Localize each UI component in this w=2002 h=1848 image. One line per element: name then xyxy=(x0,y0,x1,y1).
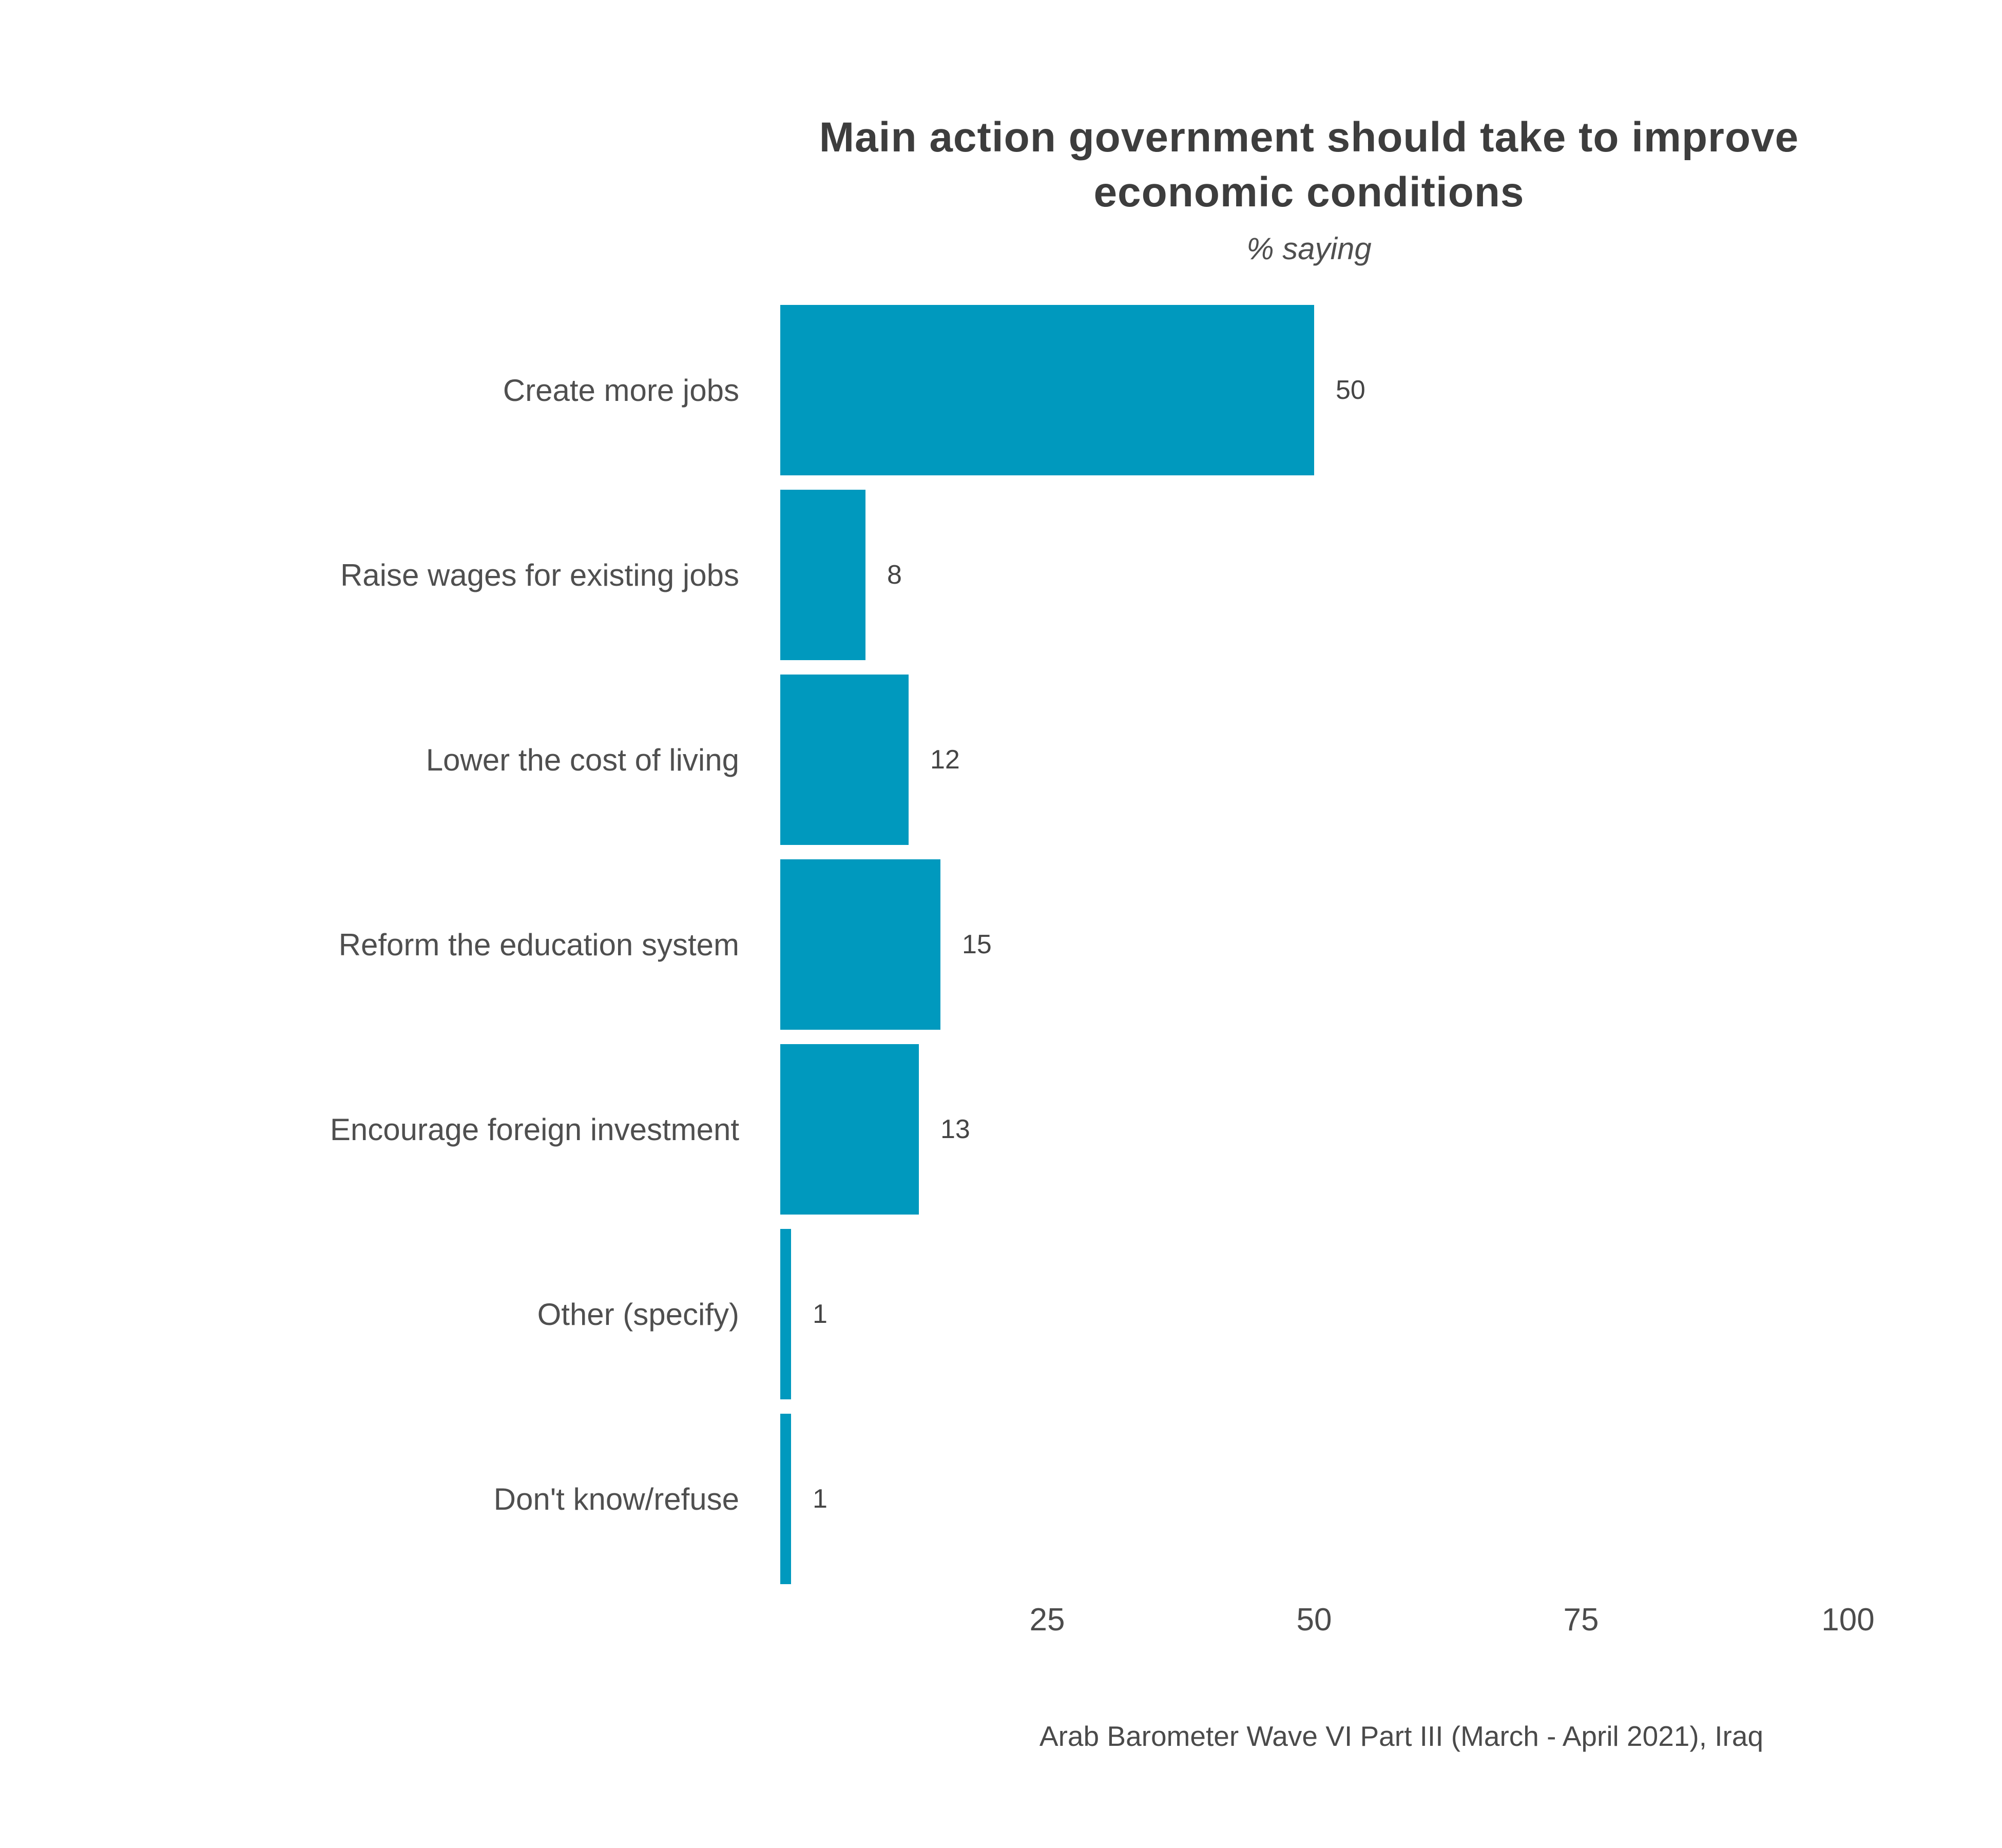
bar-row: Lower the cost of living 12 xyxy=(0,667,2002,852)
value-label: 13 xyxy=(940,1114,970,1144)
value-label: 8 xyxy=(887,560,902,590)
x-axis: 25 50 75 100 xyxy=(0,1602,2002,1648)
bar-area: 13 xyxy=(780,1044,2002,1215)
category-label: Reform the education system xyxy=(338,927,739,962)
plot-area: Create more jobs 50 Raise wages for exis… xyxy=(0,298,2002,1591)
bar-area: 15 xyxy=(780,859,2002,1030)
bar xyxy=(780,859,940,1030)
bar-area: 1 xyxy=(780,1229,2002,1399)
bar-area: 1 xyxy=(780,1414,2002,1584)
category-label: Encourage foreign investment xyxy=(330,1112,739,1147)
category-label: Raise wages for existing jobs xyxy=(340,557,739,592)
bar xyxy=(780,675,909,845)
bar xyxy=(780,490,865,660)
bar-row: Create more jobs 50 xyxy=(0,298,2002,483)
bar-row: Don't know/refuse 1 xyxy=(0,1407,2002,1591)
bar-area: 50 xyxy=(780,305,2002,475)
source-caption: Arab Barometer Wave VI Part III (March -… xyxy=(1039,1720,1764,1752)
bar xyxy=(780,1044,919,1215)
bar xyxy=(780,1414,791,1584)
bar-area: 8 xyxy=(780,490,2002,660)
category-label: Create more jobs xyxy=(503,373,739,408)
x-tick-label: 100 xyxy=(1821,1602,1875,1638)
value-label: 15 xyxy=(962,930,992,959)
bar-row: Encourage foreign investment 13 xyxy=(0,1037,2002,1222)
value-label: 1 xyxy=(813,1484,827,1514)
value-label: 1 xyxy=(813,1299,827,1329)
value-label: 12 xyxy=(930,745,960,775)
x-tick-label: 25 xyxy=(1029,1602,1065,1638)
bar xyxy=(780,305,1314,475)
category-label: Other (specify) xyxy=(537,1297,739,1332)
x-tick-label: 75 xyxy=(1563,1602,1599,1638)
category-label: Don't know/refuse xyxy=(493,1481,739,1516)
bar-row: Raise wages for existing jobs 8 xyxy=(0,483,2002,667)
bar xyxy=(780,1229,791,1399)
bar-area: 12 xyxy=(780,675,2002,845)
bar-row: Other (specify) 1 xyxy=(0,1222,2002,1407)
x-tick-label: 50 xyxy=(1296,1602,1332,1638)
chart-subtitle: % saying xyxy=(1246,232,1372,266)
category-label: Lower the cost of living xyxy=(426,742,739,777)
bar-row: Reform the education system 15 xyxy=(0,852,2002,1037)
value-label: 50 xyxy=(1336,375,1365,405)
chart-title: Main action government should take to im… xyxy=(819,114,1799,216)
